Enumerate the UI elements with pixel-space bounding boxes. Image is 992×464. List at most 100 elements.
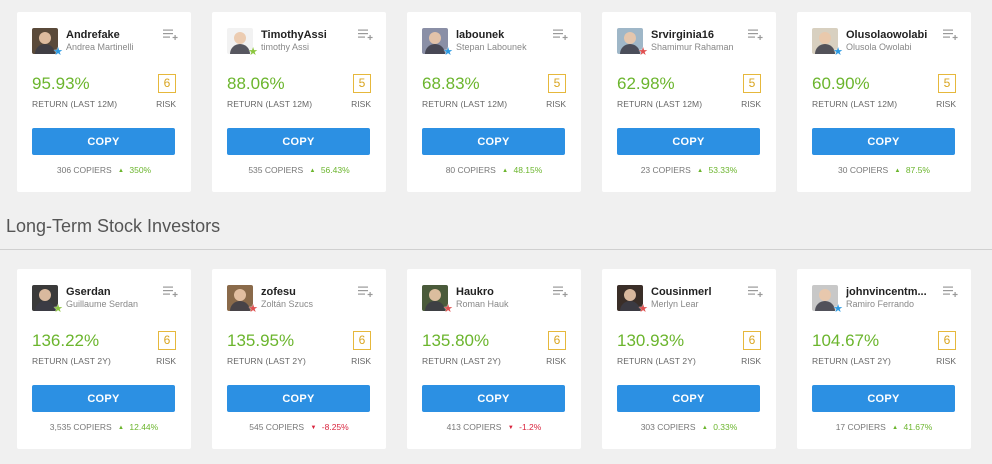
- avatar[interactable]: ★: [422, 28, 453, 58]
- star-icon: ★: [53, 303, 63, 315]
- copiers-change: 0.33%: [713, 422, 738, 432]
- star-icon: ★: [53, 46, 63, 58]
- add-to-list-icon[interactable]: [943, 286, 959, 298]
- copy-button[interactable]: COPY: [617, 128, 760, 155]
- copy-button[interactable]: COPY: [812, 385, 955, 412]
- copiers-trend: ▲ 12.44%: [118, 422, 158, 432]
- add-to-list-icon[interactable]: [553, 286, 569, 298]
- copy-button[interactable]: COPY: [422, 385, 565, 412]
- triangle-up-icon: ▲: [701, 425, 708, 431]
- avatar[interactable]: ★: [812, 285, 843, 315]
- copiers-change: 12.44%: [129, 422, 159, 432]
- return-value: 88.06%: [227, 74, 285, 93]
- trader-row-long-term: ★ Gserdan Guillaume Serdan 136.22% RETUR…: [0, 269, 992, 449]
- copiers-change: 41.67%: [903, 422, 933, 432]
- trader-username[interactable]: Andrefake: [66, 29, 120, 41]
- risk-score: 5: [743, 74, 761, 93]
- trader-fullname: Stepan Labounek: [456, 42, 527, 52]
- star-icon: ★: [248, 303, 258, 315]
- copy-button[interactable]: COPY: [812, 128, 955, 155]
- add-to-list-icon[interactable]: [943, 29, 959, 41]
- copy-button[interactable]: COPY: [422, 128, 565, 155]
- avatar[interactable]: ★: [32, 285, 63, 315]
- trader-fullname: Andrea Martinelli: [66, 42, 134, 52]
- copiers-stats: 306 COPIERS ▲ 350%: [17, 165, 191, 175]
- return-label: RETURN (LAST 12M): [617, 99, 703, 109]
- add-to-list-icon[interactable]: [748, 286, 764, 298]
- avatar[interactable]: ★: [32, 28, 63, 58]
- trader-username[interactable]: Cousinmerl: [651, 286, 712, 298]
- copiers-count: 23 COPIERS: [640, 165, 691, 175]
- avatar-image: [422, 285, 448, 311]
- copy-button[interactable]: COPY: [32, 128, 175, 155]
- triangle-up-icon: ▲: [309, 168, 316, 174]
- add-to-list-icon[interactable]: [163, 29, 179, 41]
- add-to-list-icon[interactable]: [163, 286, 179, 298]
- triangle-up-icon: ▲: [118, 168, 124, 174]
- add-to-list-icon[interactable]: [358, 286, 374, 298]
- trader-card[interactable]: ★ labounek Stepan Labounek 68.83% RETURN…: [407, 12, 581, 192]
- star-icon: ★: [443, 303, 453, 315]
- avatar[interactable]: ★: [227, 28, 258, 58]
- avatar[interactable]: ★: [227, 285, 258, 315]
- return-value: 62.98%: [617, 74, 675, 93]
- trader-username[interactable]: labounek: [456, 29, 505, 41]
- copiers-change: -8.25%: [321, 422, 349, 432]
- trader-card[interactable]: ★ Srvirginia16 Shamimur Rahaman 62.98% R…: [602, 12, 776, 192]
- avatar[interactable]: ★: [812, 28, 843, 58]
- avatar[interactable]: ★: [422, 285, 453, 315]
- trader-username[interactable]: johnvincentm...: [846, 286, 927, 298]
- copiers-trend: ▼ -8.25%: [310, 422, 348, 432]
- trader-card[interactable]: ★ johnvincentm... Ramiro Ferrando 104.67…: [797, 269, 971, 449]
- risk-label: RISK: [156, 356, 176, 366]
- trader-card[interactable]: ★ Andrefake Andrea Martinelli 95.93% RET…: [17, 12, 191, 192]
- add-to-list-icon[interactable]: [553, 29, 569, 41]
- add-to-list-icon[interactable]: [748, 29, 764, 41]
- copy-button[interactable]: COPY: [32, 385, 175, 412]
- avatar-image: [617, 28, 643, 54]
- risk-score: 5: [548, 74, 566, 93]
- trader-card[interactable]: ★ Cousinmerl Merlyn Lear 130.93% RETURN …: [602, 269, 776, 449]
- trader-username[interactable]: Haukro: [456, 286, 494, 298]
- trader-username[interactable]: zofesu: [261, 286, 296, 298]
- copy-button[interactable]: COPY: [227, 128, 370, 155]
- copiers-change: 87.5%: [905, 165, 930, 175]
- return-label: RETURN (LAST 2Y): [617, 356, 696, 366]
- add-to-list-icon[interactable]: [358, 29, 374, 41]
- copiers-trend: ▲ 87.5%: [895, 165, 930, 175]
- avatar-image: [32, 28, 58, 54]
- copy-button[interactable]: COPY: [227, 385, 370, 412]
- risk-score: 6: [353, 331, 371, 350]
- copiers-change: 56.43%: [320, 165, 350, 175]
- trader-card[interactable]: ★ Gserdan Guillaume Serdan 136.22% RETUR…: [17, 269, 191, 449]
- return-label: RETURN (LAST 12M): [227, 99, 313, 109]
- copiers-stats: 535 COPIERS ▲ 56.43%: [212, 165, 386, 175]
- return-label: RETURN (LAST 2Y): [812, 356, 891, 366]
- trader-fullname: Roman Hauk: [456, 299, 509, 309]
- copiers-trend: ▲ 56.43%: [310, 165, 350, 175]
- avatar[interactable]: ★: [617, 28, 648, 58]
- trader-card[interactable]: ★ TimothyAssi timothy Assi 88.06% RETURN…: [212, 12, 386, 192]
- return-label: RETURN (LAST 12M): [32, 99, 118, 109]
- trader-card[interactable]: ★ Haukro Roman Hauk 135.80% RETURN (LAST…: [407, 269, 581, 449]
- trader-card[interactable]: ★ Olusolaowolabi Olusola Owolabi 60.90% …: [797, 12, 971, 192]
- copy-button[interactable]: COPY: [617, 385, 760, 412]
- section-divider: [0, 249, 992, 250]
- copiers-stats: 23 COPIERS ▲ 53.33%: [602, 165, 776, 175]
- copiers-count: 306 COPIERS: [56, 165, 112, 175]
- trader-username[interactable]: TimothyAssi: [261, 29, 327, 41]
- copiers-count: 80 COPIERS: [445, 165, 496, 175]
- copiers-stats: 303 COPIERS ▲ 0.33%: [602, 422, 776, 432]
- copiers-trend: ▲ 41.67%: [892, 422, 932, 432]
- trader-username[interactable]: Olusolaowolabi: [846, 29, 928, 41]
- section-title: Long-Term Stock Investors: [6, 216, 221, 236]
- trader-username[interactable]: Srvirginia16: [651, 29, 714, 41]
- trader-fullname: Ramiro Ferrando: [846, 299, 915, 309]
- star-icon: ★: [833, 303, 843, 315]
- trader-card[interactable]: ★ zofesu Zoltán Szucs 135.95% RETURN (LA…: [212, 269, 386, 449]
- avatar[interactable]: ★: [617, 285, 648, 315]
- copiers-trend: ▲ 48.15%: [502, 165, 542, 175]
- risk-score: 6: [743, 331, 761, 350]
- return-label: RETURN (LAST 12M): [812, 99, 898, 109]
- trader-username[interactable]: Gserdan: [66, 286, 111, 298]
